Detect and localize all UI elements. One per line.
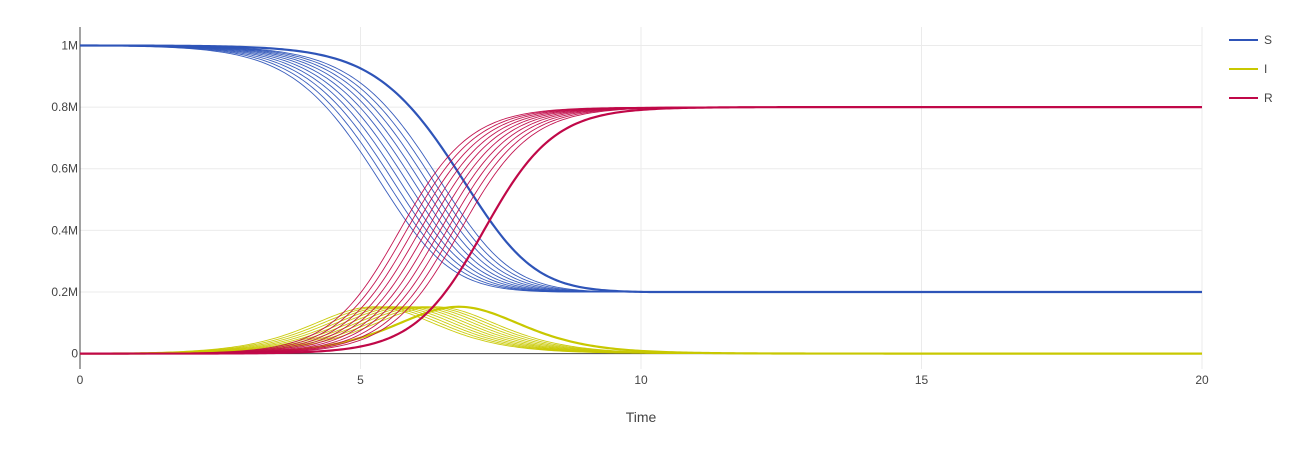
series-line-r <box>80 106 1202 355</box>
y-tick-label: 0.8M <box>51 100 78 114</box>
legend-item-i[interactable]: I <box>1229 62 1267 76</box>
x-tick-label: 20 <box>1195 373 1209 387</box>
series-s <box>79 44 1202 294</box>
grid <box>80 27 1203 369</box>
legend-label: S <box>1264 33 1272 47</box>
series <box>79 44 1202 355</box>
y-tick-label: 0.4M <box>51 223 78 237</box>
legend-label: R <box>1264 91 1273 105</box>
x-tick-label: 0 <box>77 373 84 387</box>
legend[interactable]: S I R <box>1229 33 1273 105</box>
series-r <box>79 106 1202 355</box>
series-line-s <box>80 44 1202 294</box>
y-tick-label: 0.6M <box>51 162 78 176</box>
y-tick-label: 0 <box>71 347 78 361</box>
x-axis-title: Time <box>626 409 657 425</box>
legend-item-r[interactable]: R <box>1229 91 1273 105</box>
x-tick-label: 15 <box>915 373 929 387</box>
x-tick-label: 10 <box>634 373 648 387</box>
y-tick-label: 0.2M <box>51 285 78 299</box>
legend-label: I <box>1264 62 1267 76</box>
y-tick-label: 1M <box>61 38 78 52</box>
x-tick-label: 5 <box>357 373 364 387</box>
tick-labels: 0 5 10 15 20 0 0.2M 0.4M 0.6M 0.8M 1M <box>51 38 1209 387</box>
legend-item-s[interactable]: S <box>1229 33 1272 47</box>
